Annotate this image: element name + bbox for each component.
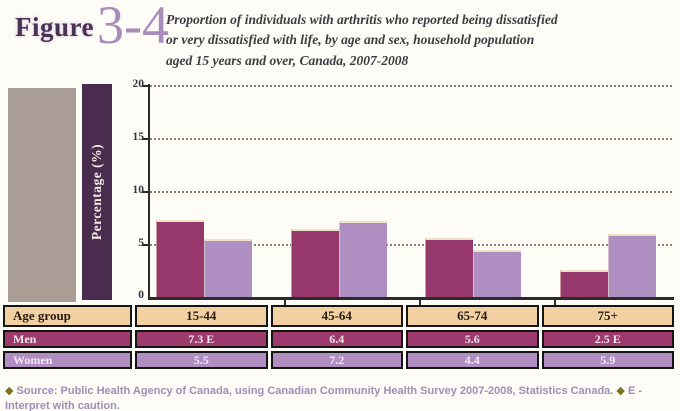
table-cell-men-15-44: 7.3 E xyxy=(135,330,268,348)
bar-women-75plus xyxy=(607,234,656,297)
table-cell-women-75plus: 5.9 xyxy=(541,351,674,369)
table-cell-women-15-44: 5.5 xyxy=(135,351,268,369)
y-tick-10 xyxy=(142,191,148,193)
gridline-5 xyxy=(150,244,672,246)
y-tick-15 xyxy=(142,138,148,140)
y-axis-label: Percentage (%) xyxy=(89,143,104,241)
figure-title-line2: or very dissatisfied with life, by age a… xyxy=(166,32,535,48)
x-tick-2 xyxy=(419,300,421,305)
y-tick-label-15: 15 xyxy=(132,131,145,143)
table-header-age-group: Age group xyxy=(3,305,132,327)
y-axis-line xyxy=(148,84,150,300)
gridline-10 xyxy=(150,191,672,193)
bar-men-75plus xyxy=(559,270,608,297)
table-cell-women-65-74: 4.4 xyxy=(406,351,539,369)
y-tick-label-0: 0 xyxy=(138,289,144,301)
table-cell-men-45-64: 6.4 xyxy=(270,330,403,348)
bar-men-15-44 xyxy=(156,220,204,297)
diamond-icon: ◆ xyxy=(5,385,14,397)
figure-label: Figure xyxy=(15,12,94,42)
table-cell-men-65-74: 5.6 xyxy=(406,330,539,348)
gridline-15 xyxy=(150,138,672,140)
table-cell-men-75plus: 2.5 E xyxy=(541,330,674,348)
bar-women-65-74 xyxy=(473,250,521,297)
figure-title-line1: Proportion of individuals with arthritis… xyxy=(166,12,558,27)
caution-note: E - Interpret with caution. xyxy=(5,385,643,411)
decorative-photo-blur xyxy=(8,88,76,302)
y-tick-20 xyxy=(142,85,148,87)
y-tick-label-10: 10 xyxy=(132,184,145,196)
gridline-20 xyxy=(150,85,672,87)
table-header-15-44: 15-44 xyxy=(135,305,268,327)
y-tick-label-5: 5 xyxy=(138,237,144,249)
x-tick-3 xyxy=(554,300,556,305)
y-tick-label-20: 20 xyxy=(132,78,145,90)
bar-men-65-74 xyxy=(425,238,473,297)
bar-women-45-64 xyxy=(338,221,387,297)
bar-men-45-64 xyxy=(290,229,339,297)
diamond-icon: ◆ xyxy=(616,385,625,397)
y-tick-5 xyxy=(142,244,148,246)
figure-number: 3-4 xyxy=(97,0,169,55)
decorative-photo xyxy=(8,88,76,302)
source-note: ◆ Source: Public Health Agency of Canada… xyxy=(5,384,675,411)
bar-women-15-44 xyxy=(204,239,252,297)
figure-title-line3: aged 15 years and over, Canada, 2007-200… xyxy=(166,52,409,68)
table-header-45-64: 45-64 xyxy=(270,305,403,327)
table-cell-women-45-64: 7.2 xyxy=(270,351,403,369)
x-tick-1 xyxy=(284,300,286,305)
source-text: Source: Public Health Agency of Canada, … xyxy=(16,385,614,397)
figure-title: Proportion of individuals with arthritis… xyxy=(166,10,672,71)
table-row-label-men: Men xyxy=(3,330,132,348)
x-axis-line xyxy=(148,297,674,300)
table-row-label-women: Women xyxy=(3,351,132,369)
table-header-65-74: 65-74 xyxy=(406,305,539,327)
y-axis-label-band: Percentage (%) xyxy=(82,84,112,300)
table-header-75plus: 75+ xyxy=(541,305,674,327)
data-table: Age group 15-44 45-64 65-74 75+ Men 7.3 … xyxy=(3,305,674,369)
